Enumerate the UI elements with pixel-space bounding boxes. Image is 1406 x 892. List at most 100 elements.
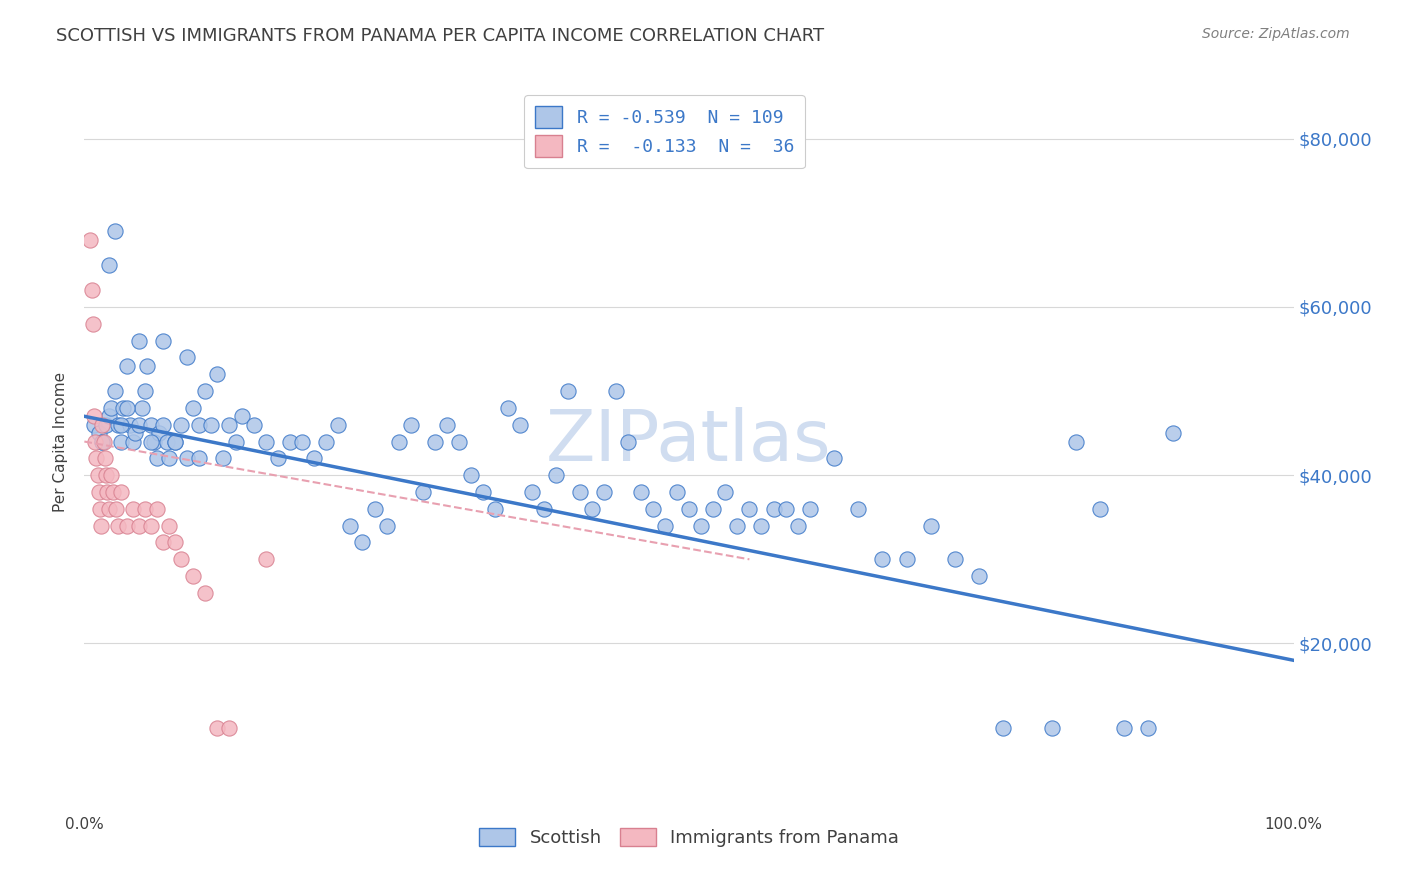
Point [176, 451, 198, 466]
Point [107, 417, 129, 432]
Point [225, 434, 247, 449]
Point [94, 468, 117, 483]
Point [665, 485, 688, 500]
Point [120, 417, 142, 432]
Point [449, 434, 471, 449]
Point [375, 518, 398, 533]
Point [90, 518, 112, 533]
Point [242, 417, 264, 432]
Point [86, 451, 108, 466]
Point [93, 434, 115, 449]
Point [194, 384, 217, 398]
Point [146, 501, 169, 516]
Point [152, 535, 174, 549]
Point [872, 552, 894, 566]
Point [423, 434, 446, 449]
Point [94, 417, 117, 432]
Point [654, 518, 676, 533]
Point [121, 434, 143, 449]
Point [121, 501, 143, 516]
Point [690, 518, 713, 533]
Point [131, 401, 153, 415]
Point [993, 721, 1015, 735]
Point [775, 501, 797, 516]
Text: SCOTTISH VS IMMIGRANTS FROM PANAMA PER CAPITA INCOME CORRELATION CHART: SCOTTISH VS IMMIGRANTS FROM PANAMA PER C… [56, 27, 824, 45]
Text: ZIPatlas: ZIPatlas [546, 407, 832, 476]
Point [100, 468, 122, 483]
Point [83, 409, 105, 424]
Point [188, 417, 211, 432]
Point [1064, 434, 1087, 449]
Point [799, 501, 821, 516]
Point [388, 434, 411, 449]
Point [1040, 721, 1063, 735]
Point [96, 485, 118, 500]
Point [134, 501, 156, 516]
Point [103, 485, 125, 500]
Point [943, 552, 966, 566]
Point [725, 518, 748, 533]
Point [593, 485, 616, 500]
Point [139, 518, 162, 533]
Point [139, 434, 162, 449]
Point [143, 434, 166, 449]
Y-axis label: Per Capita Income: Per Capita Income [53, 371, 69, 512]
Point [212, 451, 235, 466]
Point [436, 417, 458, 432]
Point [207, 368, 229, 382]
Point [278, 434, 301, 449]
Point [82, 317, 104, 331]
Point [170, 417, 193, 432]
Point [79, 233, 101, 247]
Point [128, 417, 150, 432]
Point [751, 518, 773, 533]
Point [110, 485, 132, 500]
Legend: Scottish, Immigrants from Panama: Scottish, Immigrants from Panama [471, 821, 907, 855]
Point [181, 401, 204, 415]
Point [218, 417, 240, 432]
Point [128, 518, 150, 533]
Point [194, 586, 217, 600]
Point [967, 569, 990, 583]
Point [148, 426, 170, 441]
Point [702, 501, 724, 516]
Point [155, 434, 177, 449]
Point [83, 417, 105, 432]
Point [544, 468, 567, 483]
Point [315, 434, 337, 449]
Point [176, 351, 198, 365]
Point [823, 451, 845, 466]
Point [139, 417, 162, 432]
Point [630, 485, 652, 500]
Point [86, 468, 108, 483]
Point [846, 501, 869, 516]
Point [786, 518, 808, 533]
Point [84, 434, 107, 449]
Point [267, 451, 290, 466]
Point [110, 434, 132, 449]
Point [363, 501, 385, 516]
Point [1137, 721, 1160, 735]
Point [339, 518, 361, 533]
Point [738, 501, 761, 516]
Point [104, 501, 127, 516]
Point [87, 426, 110, 441]
Point [181, 569, 204, 583]
Point [328, 417, 350, 432]
Point [152, 334, 174, 348]
Point [581, 501, 603, 516]
Point [87, 485, 110, 500]
Point [165, 535, 187, 549]
Point [89, 501, 111, 516]
Point [104, 224, 127, 238]
Point [496, 401, 519, 415]
Point [399, 417, 422, 432]
Point [104, 384, 127, 398]
Point [641, 501, 664, 516]
Point [1088, 501, 1111, 516]
Point [91, 434, 114, 449]
Point [302, 451, 325, 466]
Point [94, 451, 117, 466]
Point [352, 535, 374, 549]
Point [97, 501, 120, 516]
